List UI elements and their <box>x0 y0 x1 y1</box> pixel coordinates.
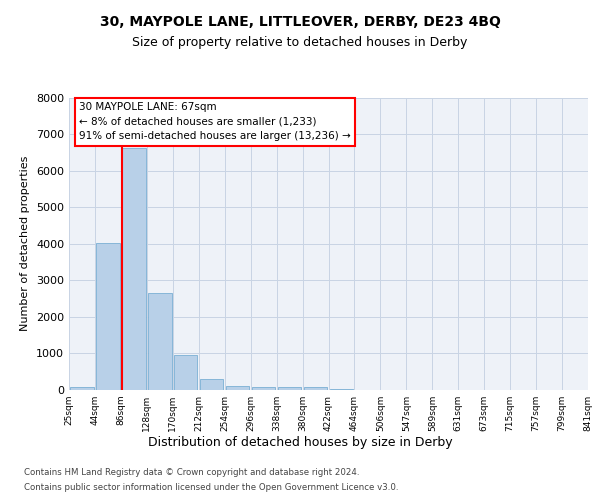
Bar <box>252 386 275 390</box>
Bar <box>200 379 223 390</box>
Text: 30 MAYPOLE LANE: 67sqm
← 8% of detached houses are smaller (1,233)
91% of semi-d: 30 MAYPOLE LANE: 67sqm ← 8% of detached … <box>79 102 351 142</box>
Text: Contains HM Land Registry data © Crown copyright and database right 2024.: Contains HM Land Registry data © Crown c… <box>24 468 359 477</box>
Bar <box>174 356 197 390</box>
Text: Distribution of detached houses by size in Derby: Distribution of detached houses by size … <box>148 436 452 449</box>
Bar <box>226 386 250 390</box>
Bar <box>278 386 301 390</box>
Bar <box>70 388 94 390</box>
Text: Size of property relative to detached houses in Derby: Size of property relative to detached ho… <box>133 36 467 49</box>
Y-axis label: Number of detached properties: Number of detached properties <box>20 156 31 332</box>
Bar <box>122 148 146 390</box>
Bar <box>148 293 172 390</box>
Bar <box>330 389 353 390</box>
Bar <box>96 243 119 390</box>
Bar <box>304 387 327 390</box>
Text: 30, MAYPOLE LANE, LITTLEOVER, DERBY, DE23 4BQ: 30, MAYPOLE LANE, LITTLEOVER, DERBY, DE2… <box>100 16 500 30</box>
Text: Contains public sector information licensed under the Open Government Licence v3: Contains public sector information licen… <box>24 483 398 492</box>
